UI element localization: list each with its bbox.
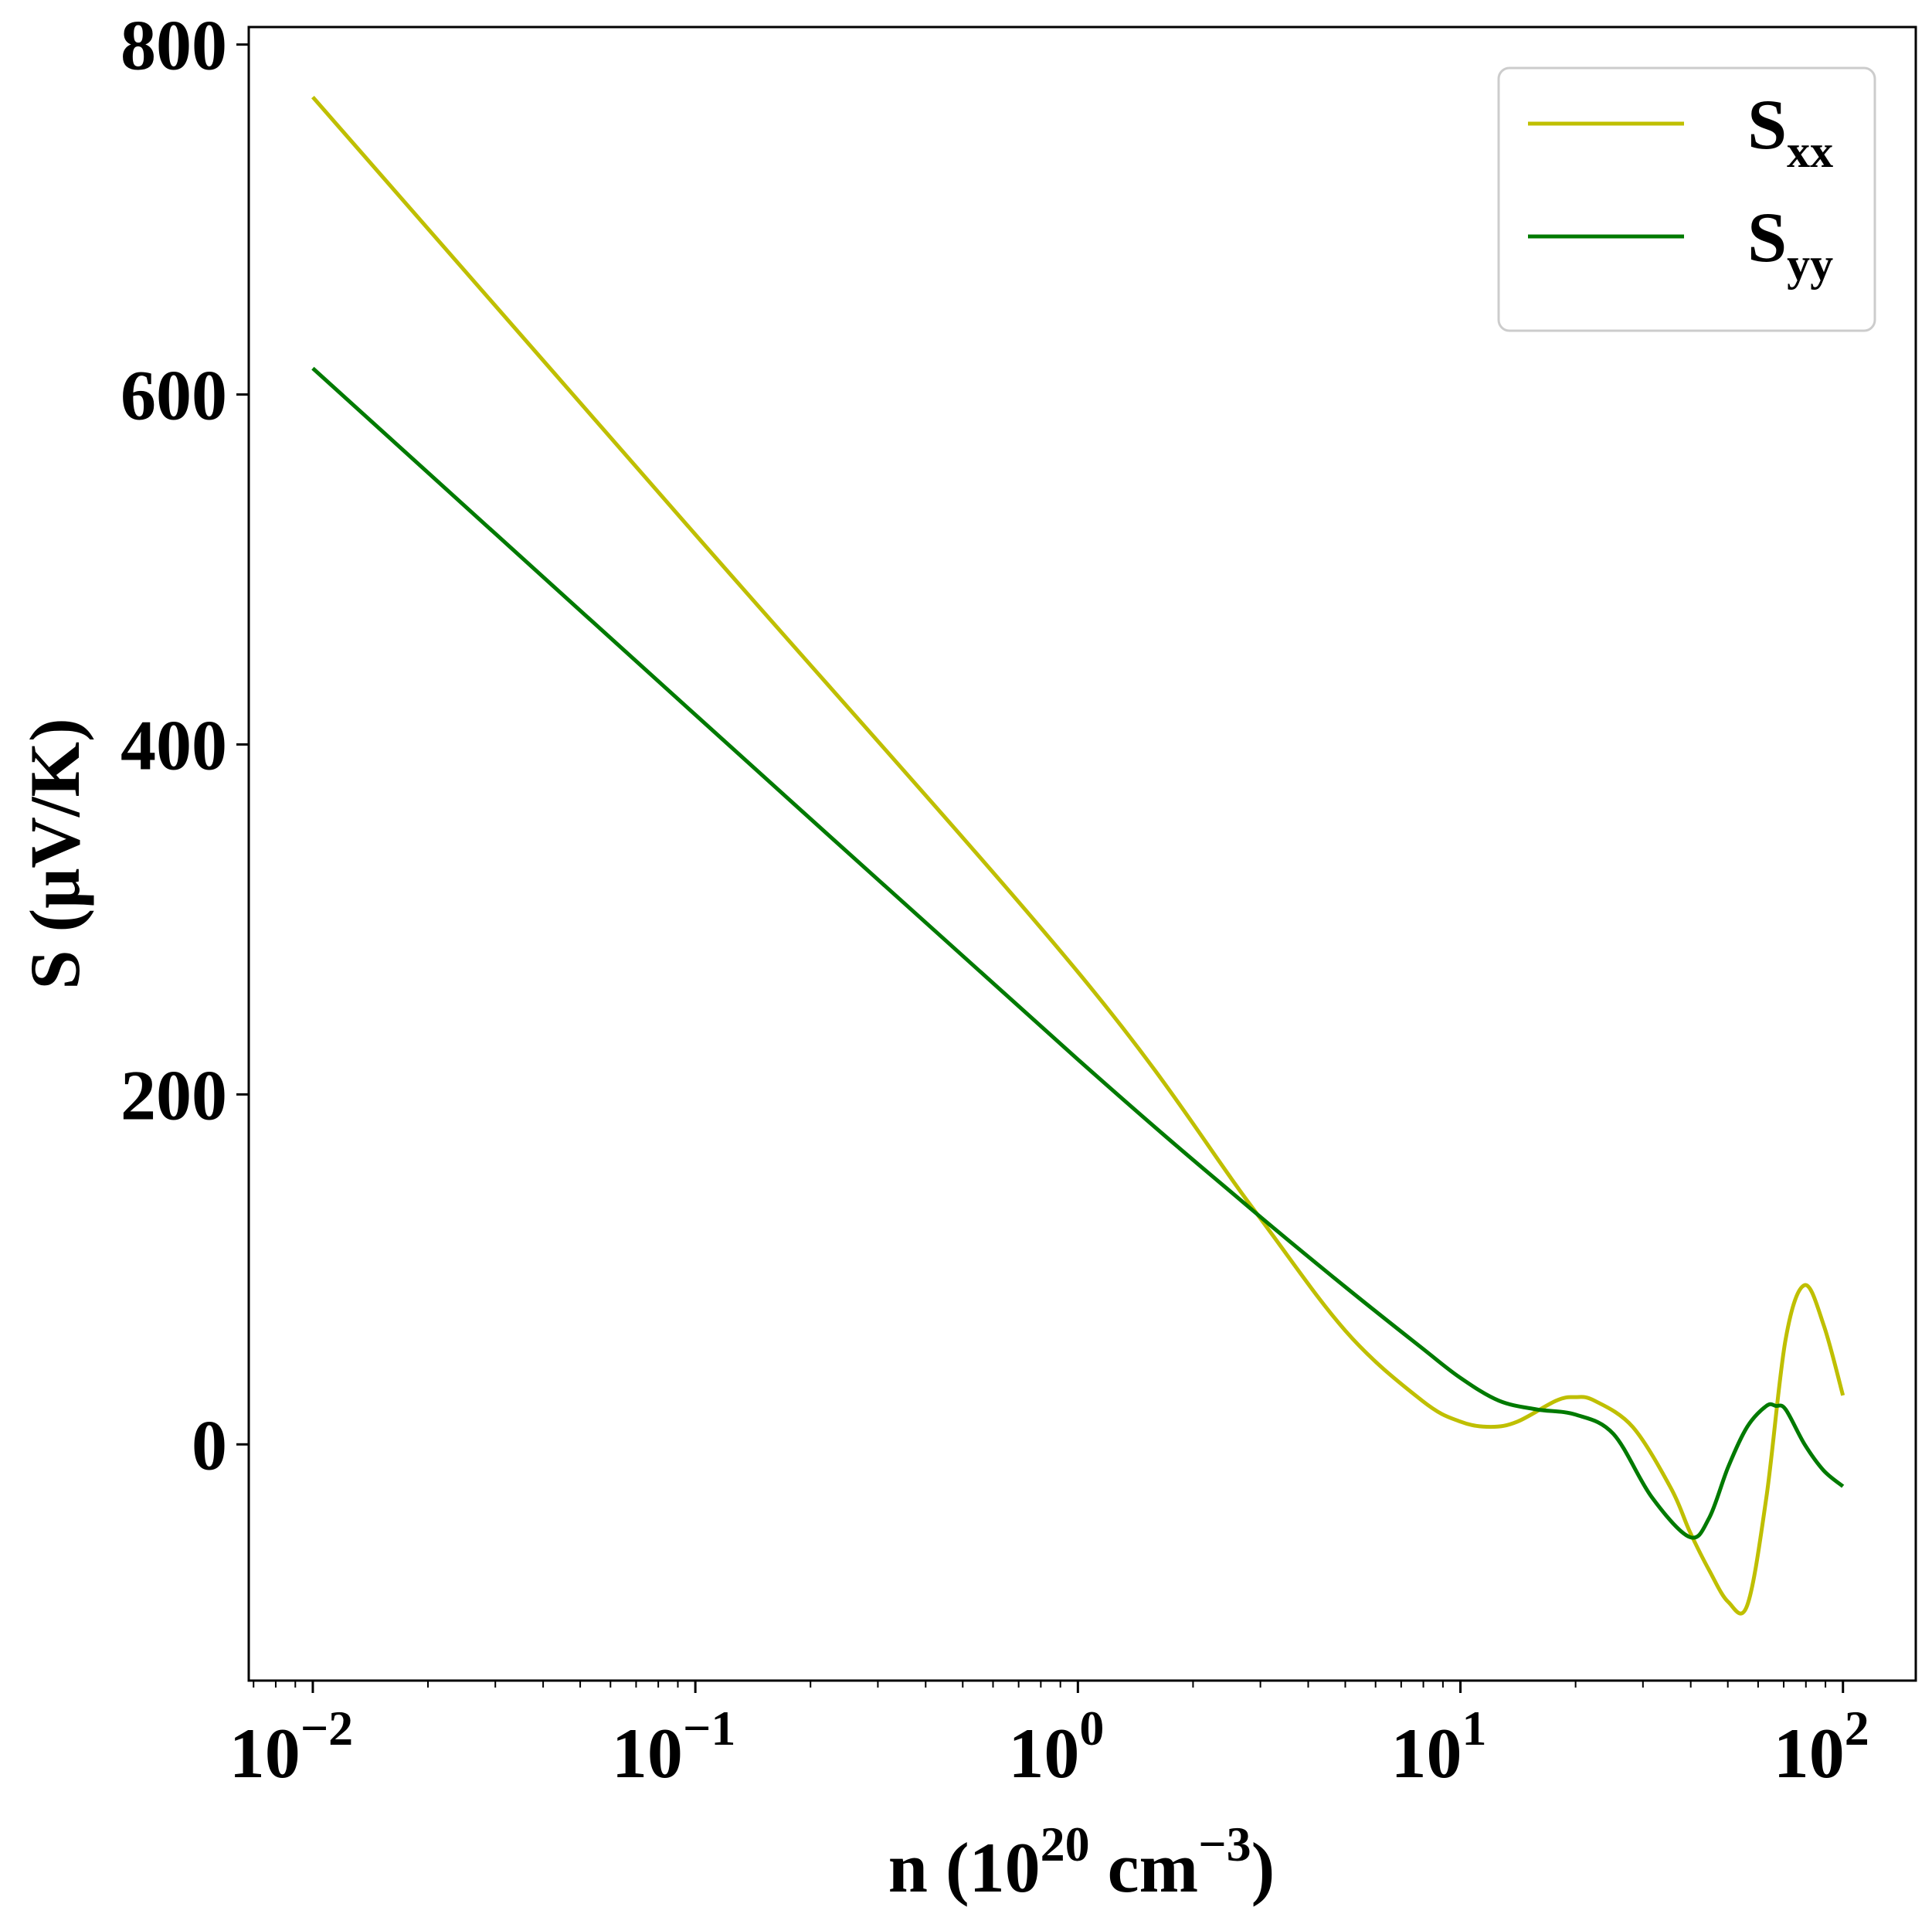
legend: Sxx Syy <box>1497 66 1876 332</box>
x-axis-label-sup1: 20 <box>1041 1817 1090 1871</box>
series-layer <box>311 95 1845 1616</box>
y-tick-label-600: 600 <box>121 356 227 435</box>
x-tick-label: 101 <box>1391 1701 1487 1793</box>
y-tick-label-200: 200 <box>121 1055 227 1134</box>
y-tick-label-800: 800 <box>121 6 227 85</box>
legend-label-sxx: Sxx <box>1747 85 1833 177</box>
y-tick-label-0: 0 <box>192 1406 227 1484</box>
y-axis-label: S (μV/K) <box>15 718 94 989</box>
legend-label-syy: Syy <box>1747 198 1833 290</box>
x-tick-label: 100 <box>1008 1701 1104 1793</box>
x-tick-label: 102 <box>1774 1701 1869 1793</box>
x-axis: 10−2 10−1 100 101 102 <box>229 1681 1869 1793</box>
x-axis-label-mid: cm <box>1090 1828 1198 1907</box>
y-tick-label-400: 400 <box>121 705 227 784</box>
x-tick-label: 10−2 <box>229 1701 353 1793</box>
legend-box <box>1497 66 1876 332</box>
x-axis-label: n (1020 cm−3) <box>888 1817 1275 1907</box>
x-axis-label-sup2: −3 <box>1198 1817 1251 1871</box>
x-tick-label: 10−1 <box>612 1701 735 1793</box>
x-axis-label-main: n (10 <box>888 1828 1041 1907</box>
plot-frame <box>247 25 1917 1682</box>
series-line-sxx <box>311 95 1845 1616</box>
y-axis: 800 600 400 200 0 <box>121 6 249 1484</box>
x-axis-label-end: ) <box>1251 1828 1275 1907</box>
series-line-syy <box>311 366 1845 1540</box>
